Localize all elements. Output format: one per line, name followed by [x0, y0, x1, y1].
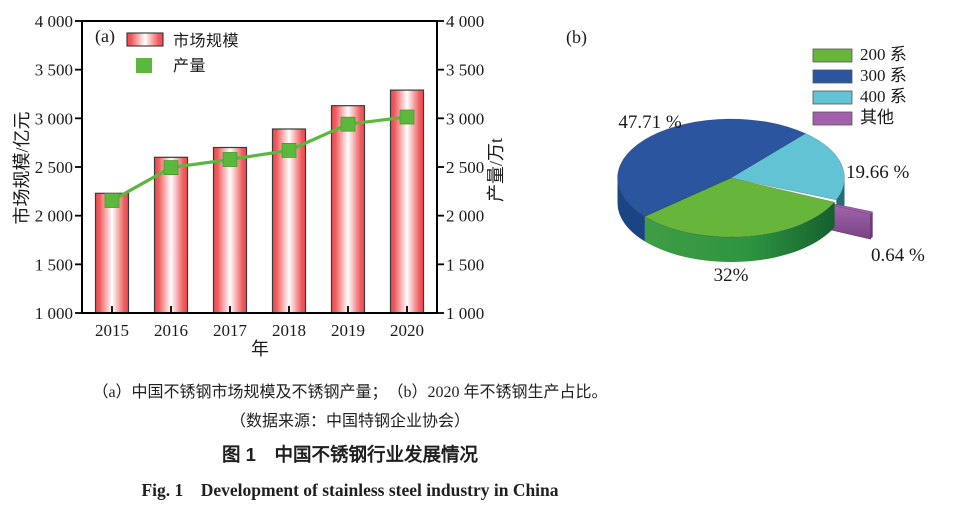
figure-captions: （a）中国不锈钢市场规模及不锈钢产量； （b）2020 年不锈钢生产占比。 （数… — [0, 360, 700, 501]
bar-2016 — [153, 156, 189, 314]
xtick-2017: 2017 — [213, 321, 248, 340]
pie-label-400系: 19.66 % — [846, 162, 910, 183]
legend-panel-b: 200 系 300 系 400 系其他 — [812, 45, 907, 127]
legend-swatch-其他 — [812, 111, 853, 126]
pie-label-200系: 32% — [714, 265, 749, 286]
ytick-left-2000: 2 000 — [35, 207, 73, 226]
pie-label-其他: 0.64 % — [871, 245, 925, 266]
legend-swatch-production — [136, 58, 152, 73]
xtick-2016: 2016 — [154, 321, 188, 340]
marker-2016 — [163, 160, 179, 176]
bars-group — [94, 89, 425, 314]
ytick-right-3500: 3 500 — [446, 61, 484, 80]
bar-2017 — [212, 146, 248, 314]
production-line — [111, 115, 408, 202]
production-markers — [104, 109, 415, 208]
x-axis-labels: 2015 2016 2017 2018 2019 2020 — [95, 321, 424, 340]
legend-label-300系: 300 系 — [860, 66, 907, 85]
xtick-2020: 2020 — [390, 321, 424, 340]
figure-title-en: Fig. 1 Development of stainless steel in… — [141, 480, 559, 500]
xtick-2019: 2019 — [331, 321, 365, 340]
legend-swatch-300系 — [812, 69, 853, 84]
plot-frame — [81, 20, 438, 314]
x-axis-title: 年 — [251, 339, 269, 359]
caption-source: （数据来源：中国特钢企业协会） — [229, 413, 470, 430]
legend-swatch-400系 — [812, 90, 853, 105]
pie-label-300系: 47.71 % — [618, 112, 682, 133]
ytick-left-4000: 4 000 — [35, 12, 73, 31]
ytick-left-3500: 3 500 — [35, 61, 73, 80]
ytick-right-3000: 3 000 — [446, 109, 484, 128]
marker-2015 — [104, 193, 120, 208]
caption-panels: （a）中国不锈钢市场规模及不锈钢产量； （b）2020 年不锈钢生产占比。 — [92, 384, 608, 401]
y-axis-left-labels: 1 000 1 500 2 000 2 500 3 000 3 500 4 000 — [35, 12, 73, 323]
marker-2018 — [281, 142, 297, 158]
ytick-right-2500: 2 500 — [446, 158, 484, 177]
bar-2015 — [94, 192, 130, 314]
bar-2020 — [389, 89, 425, 314]
ytick-left-1500: 1 500 — [35, 255, 73, 274]
pie-slice-400 — [730, 133, 845, 201]
figure-title-zh: 图 1 中国不锈钢行业发展情况 — [222, 444, 478, 465]
pie-chart-panel: (b) 32% 47.71 % 19.66 % 0.64 % 200 系 300 系 400 … — [566, 27, 925, 286]
marker-2019 — [340, 116, 356, 132]
legend-swatch-market-size — [126, 32, 164, 47]
pie-slice-300 — [617, 118, 807, 217]
ytick-left-1000: 1 000 — [35, 304, 73, 323]
bar-2018 — [271, 128, 307, 314]
panel-a-label: (a) — [95, 26, 115, 47]
pie-wall-200 — [644, 202, 835, 262]
legend-label-200系: 200 系 — [860, 45, 907, 64]
xtick-2018: 2018 — [272, 321, 306, 340]
legend-label-其他: 其他 — [860, 108, 894, 127]
y-axis-title-right: 产量/万t — [486, 138, 506, 202]
ytick-left-2500: 2 500 — [35, 158, 73, 177]
ytick-right-1000: 1 000 — [446, 304, 484, 323]
ytick-right-4000: 4 000 — [446, 12, 484, 31]
ytick-right-1500: 1 500 — [446, 255, 484, 274]
pie-wall-300 — [617, 178, 645, 242]
legend-swatch-200系 — [812, 48, 853, 63]
bar-2019 — [330, 105, 366, 314]
marker-2017 — [222, 152, 238, 167]
y-axis-right-labels: 1 000 1 500 2 000 2 500 3 000 3 500 4 000 — [446, 12, 484, 323]
legend-label-400系: 400 系 — [860, 87, 907, 106]
legend-label-production: 产量 — [173, 57, 206, 75]
legend-label-market-size: 市场规模 — [173, 32, 239, 50]
xtick-2015: 2015 — [95, 321, 129, 340]
marker-2020 — [399, 109, 415, 125]
y-axis-title-left: 市场规模/亿元 — [12, 111, 32, 224]
axis-ticks — [75, 20, 444, 314]
pie-slice-200 — [644, 177, 836, 238]
ytick-left-3000: 3 000 — [35, 109, 73, 128]
ytick-right-2000: 2 000 — [446, 207, 484, 226]
panel-b-label: (b) — [566, 27, 587, 48]
